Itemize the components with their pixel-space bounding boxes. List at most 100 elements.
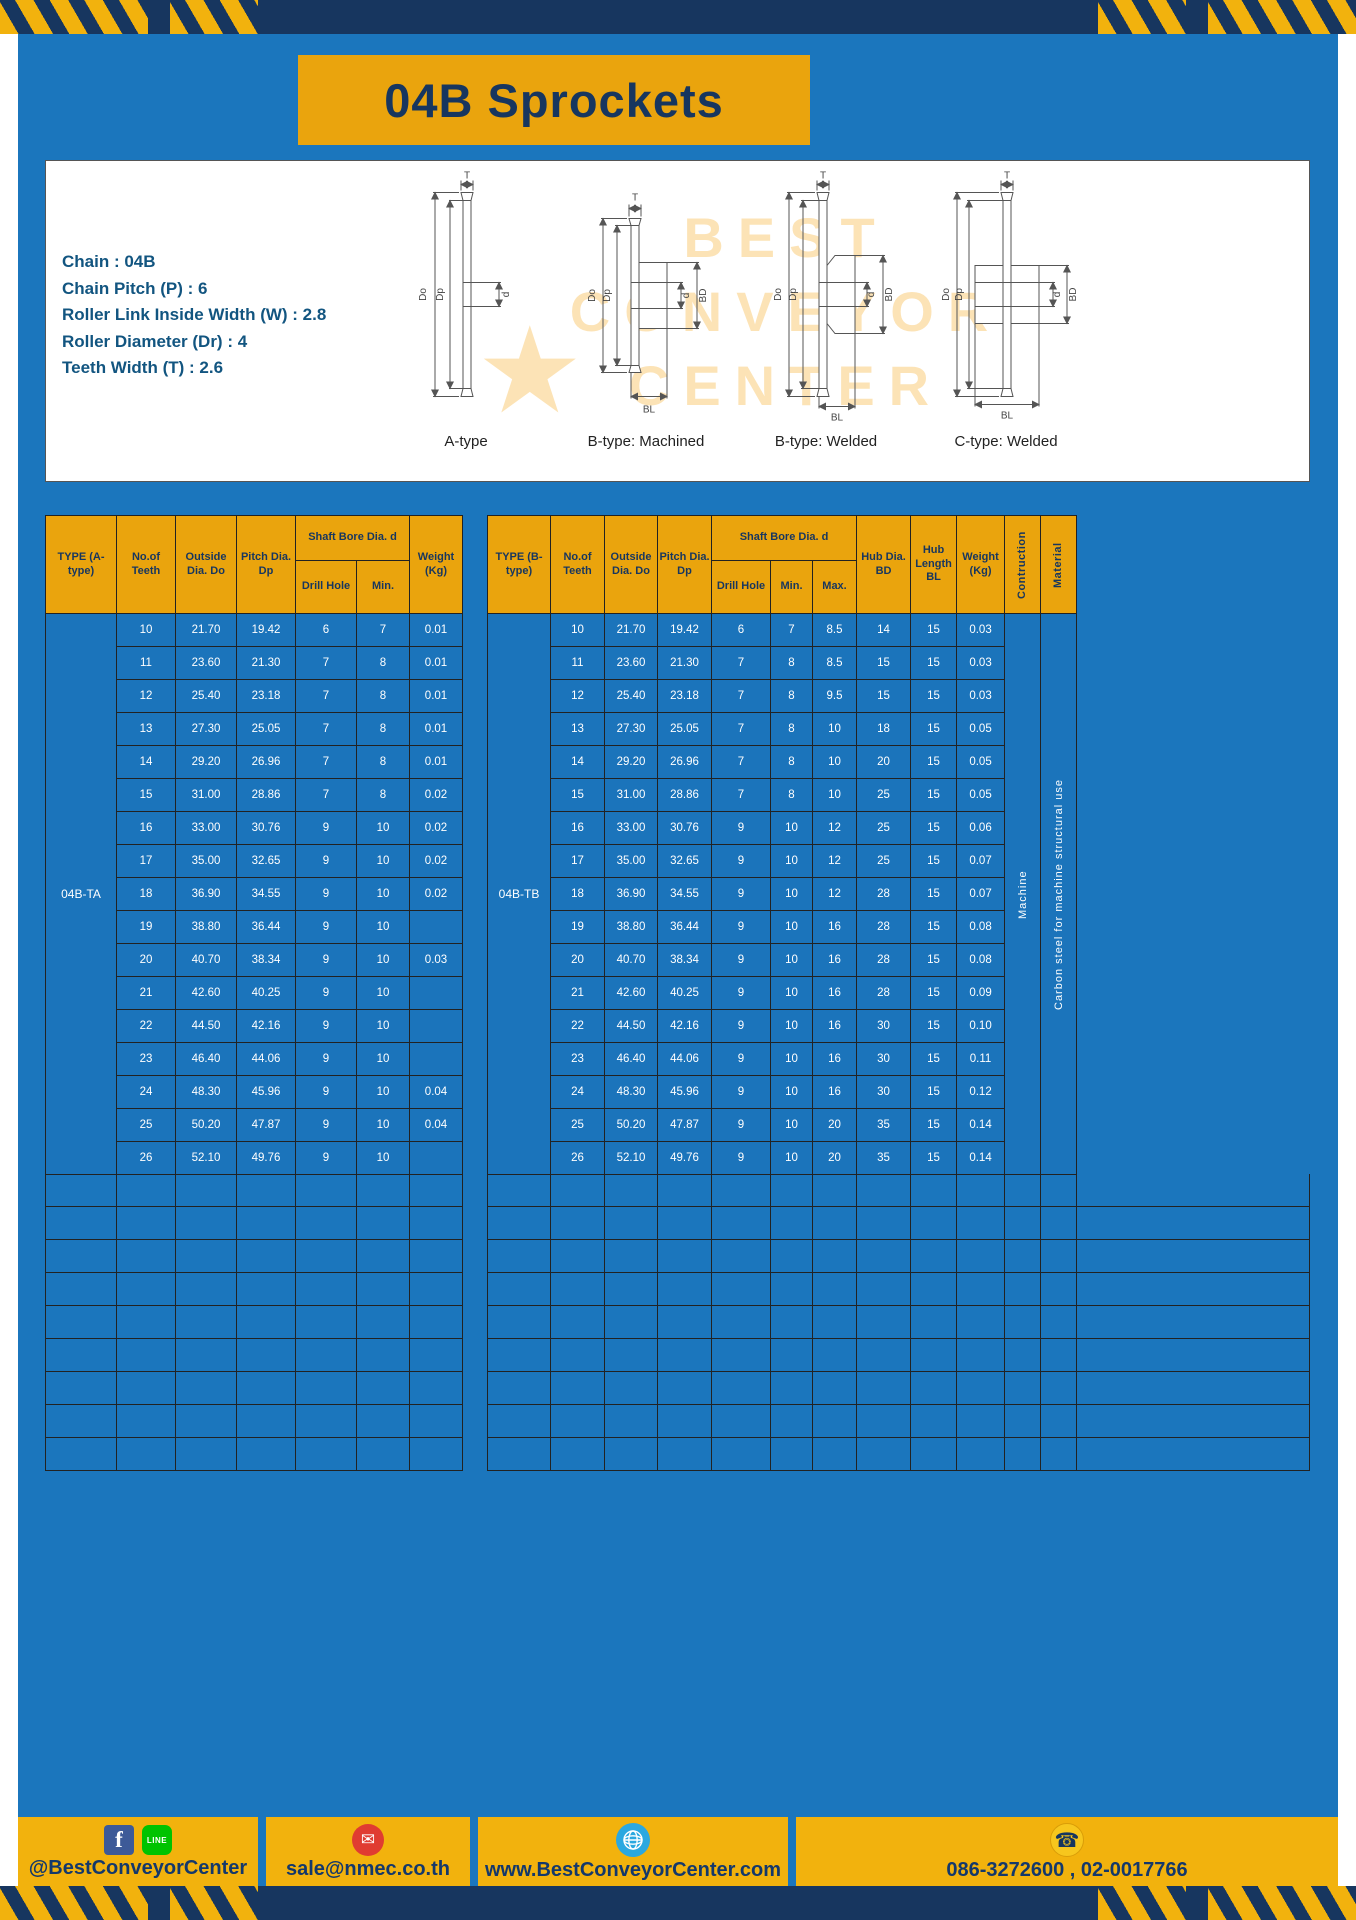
- table-cell: 8: [356, 778, 410, 812]
- col-shaft-bore: Shaft Bore Dia. d: [295, 515, 410, 561]
- empty-cell: [712, 1174, 771, 1207]
- empty-cell: [857, 1438, 911, 1471]
- empty-cell: [1041, 1240, 1077, 1273]
- table-cell: 7: [295, 712, 357, 746]
- table-cell: 10: [356, 877, 410, 911]
- table-cell: 45.96: [657, 1075, 712, 1109]
- table-cell: 32.65: [657, 844, 712, 878]
- table-cell: 33.00: [604, 811, 658, 845]
- table-cell: 13: [116, 712, 176, 746]
- table-row: 15 31.00 28.86 7 8 10 25 15 0.05: [488, 778, 1077, 812]
- empty-cell: [658, 1273, 712, 1306]
- table-cell: 40.70: [175, 943, 237, 977]
- empty-cell: [296, 1306, 357, 1339]
- title-banner: 04B Sprockets: [298, 55, 810, 145]
- table-row: 12 25.40 23.18 7 8 0.01: [46, 679, 463, 713]
- table-cell: 46.40: [175, 1042, 237, 1076]
- figure-caption: B-type: Welded: [774, 433, 878, 450]
- spec-line: Roller Link Inside Width (W) : 2.8: [62, 305, 327, 324]
- empty-cell: [712, 1372, 771, 1405]
- table-cell: 10: [356, 1009, 410, 1043]
- table-cell: 38.80: [175, 910, 237, 944]
- empty-cell: [712, 1306, 771, 1339]
- empty-cell: [813, 1207, 857, 1240]
- table-cell: 8: [356, 712, 410, 746]
- table-cell: 0.08: [956, 910, 1006, 944]
- footer-social-section: f LINE @BestConveyorCenter: [18, 1817, 258, 1886]
- a-type-drawing: T Do Dp d: [418, 171, 512, 398]
- table-cell: 23.60: [175, 646, 237, 680]
- table-cell: 23: [116, 1042, 176, 1076]
- empty-cell: [551, 1372, 605, 1405]
- empty-cell: [771, 1405, 813, 1438]
- empty-cell: [410, 1438, 463, 1471]
- figure-a-type: T Do Dp d A-type: [376, 169, 556, 469]
- spec-line: Teeth Width (T) : 2.6: [62, 358, 224, 377]
- table-cell: 36.44: [236, 910, 296, 944]
- table-cell: 10: [356, 943, 410, 977]
- figure-b-type-welded: T Do Dp d BD BL B-type: Welded: [736, 169, 916, 469]
- table-cell: [409, 1009, 463, 1043]
- table-cell: 16: [811, 976, 858, 1010]
- table-a-body: 04B-TA 10 21.70 19.42 6 7 0.01 11 23.60 21.30 7 8 0.…: [45, 613, 463, 1175]
- table-cell: 12: [116, 679, 176, 713]
- empty-cell: [605, 1207, 658, 1240]
- empty-cell: [551, 1405, 605, 1438]
- table-cell: 18: [116, 877, 176, 911]
- table-cell: 35.00: [175, 844, 237, 878]
- b-type-welded-drawing: T Do Dp d BD BL: [773, 171, 895, 424]
- table-cell: 15: [910, 910, 958, 944]
- table-cell: 8: [770, 679, 813, 713]
- empty-cell: [410, 1405, 463, 1438]
- dim-label: BD: [884, 288, 895, 302]
- footer-email-section: ✉ sale@nmec.co.th: [266, 1817, 470, 1886]
- table-cell: 9: [295, 910, 357, 944]
- dim-label: T: [819, 171, 825, 182]
- empty-cell: [712, 1240, 771, 1273]
- table-cell: 21.30: [236, 646, 296, 680]
- col-drill-hole: Drill Hole: [295, 560, 357, 614]
- empty-cell: [237, 1207, 296, 1240]
- table-cell: 35: [856, 1108, 912, 1142]
- table-cell: 15: [910, 844, 958, 878]
- table-cell: 23.18: [236, 679, 296, 713]
- empty-cell: [176, 1339, 237, 1372]
- table-cell: 44.50: [604, 1009, 658, 1043]
- table-cell: 0.05: [956, 712, 1006, 746]
- dim-label: Do: [773, 288, 784, 301]
- table-row: 25 50.20 47.87 9 10 20 35 15 0.14: [488, 1108, 1077, 1142]
- table-cell: 9: [295, 844, 357, 878]
- empty-cell: [237, 1174, 296, 1207]
- table-cell: 25: [856, 778, 912, 812]
- globe-icon: [616, 1823, 650, 1857]
- table-cell: 0.02: [409, 844, 463, 878]
- table-cell: 21: [550, 976, 605, 1010]
- table-cell: 0.05: [956, 745, 1006, 779]
- empty-cell: [1041, 1405, 1077, 1438]
- table-row: 18 36.90 34.55 9 10 12 28 15 0.07: [488, 877, 1077, 911]
- table-cell: 0.12: [956, 1075, 1006, 1109]
- table-cell: 0.01: [409, 679, 463, 713]
- table-cell: 0.07: [956, 844, 1006, 878]
- empty-cell: [1077, 1405, 1310, 1438]
- table-cell: 0.11: [956, 1042, 1006, 1076]
- empty-cell: [357, 1240, 410, 1273]
- table-cell: 23.18: [657, 679, 712, 713]
- table-cell: 50.20: [604, 1108, 658, 1142]
- table-cell: [409, 910, 463, 944]
- table-cell: 15: [910, 745, 958, 779]
- table-cell: 9: [711, 1042, 771, 1076]
- empty-cell: [813, 1438, 857, 1471]
- empty-cell: [1041, 1207, 1077, 1240]
- empty-cell: [551, 1240, 605, 1273]
- table-cell: 22: [116, 1009, 176, 1043]
- empty-cell: [771, 1306, 813, 1339]
- table-cell: 28: [856, 976, 912, 1010]
- table-cell: 0.07: [956, 877, 1006, 911]
- table-row: 04B-TA 10 21.70 19.42 6 7 0.01: [45, 613, 463, 1175]
- dim-label: T: [1003, 171, 1009, 182]
- empty-cell: [1005, 1438, 1041, 1471]
- table-cell: 10: [356, 910, 410, 944]
- table-cell: 9: [711, 877, 771, 911]
- table-cell: 40.25: [236, 976, 296, 1010]
